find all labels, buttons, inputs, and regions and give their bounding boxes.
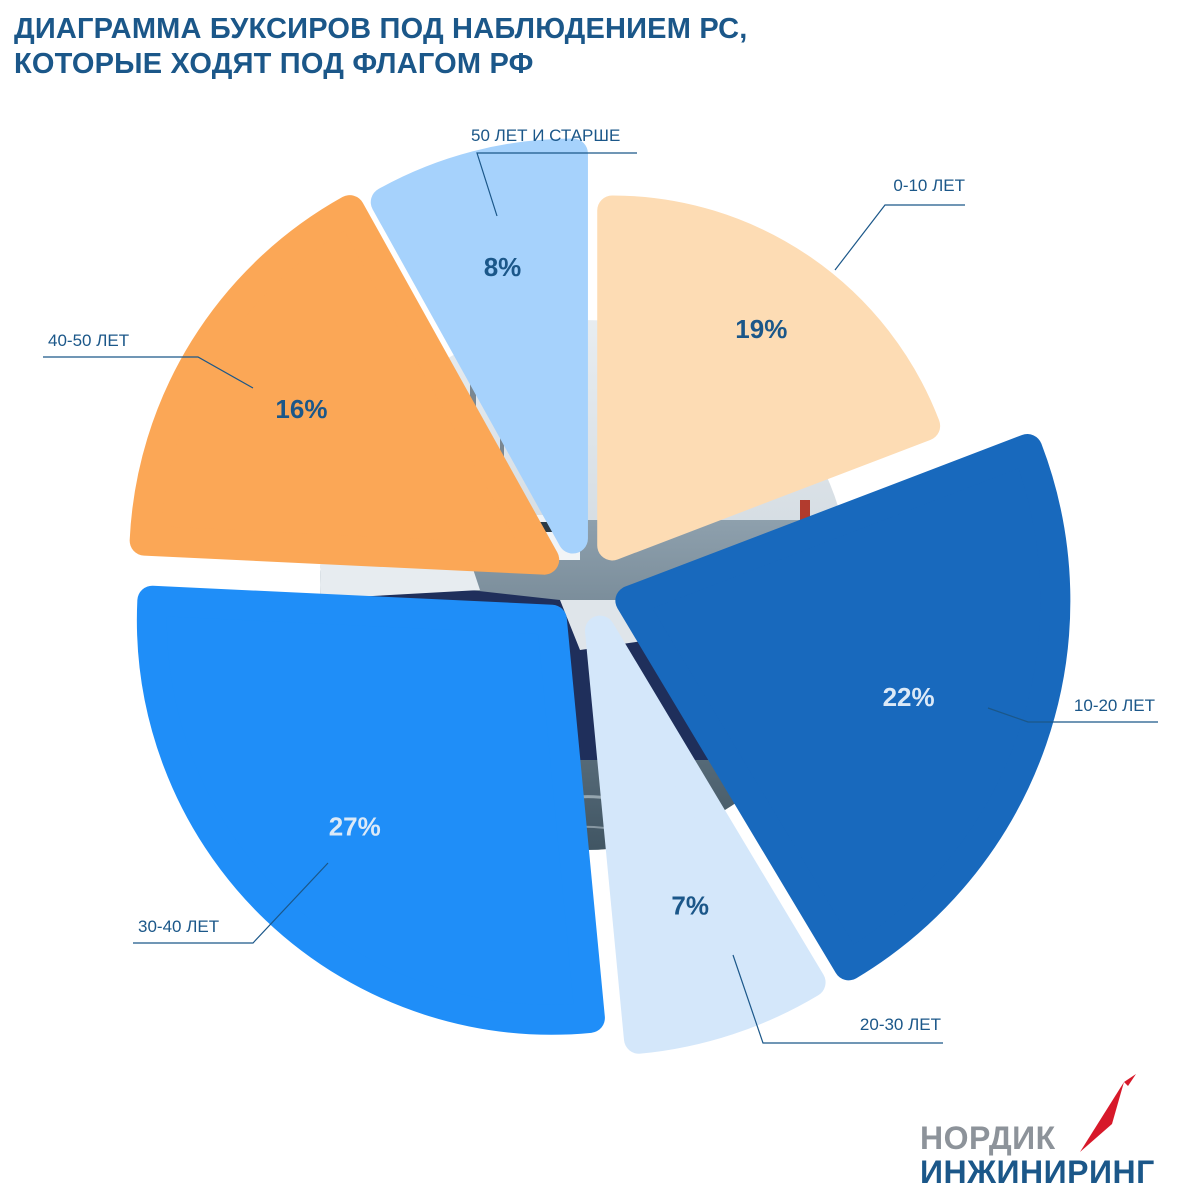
slice-value-label: 7% (671, 890, 709, 920)
slice-value-label: 19% (735, 314, 787, 344)
pie-slice (129, 195, 560, 575)
callout-label: 30-40 ЛЕТ (138, 917, 219, 936)
callout-label: 10-20 ЛЕТ (1074, 696, 1155, 715)
callout-line (834, 204, 965, 271)
pie-slice (584, 615, 826, 1054)
callout-line (732, 954, 943, 1044)
callout-lines (43, 152, 1158, 1044)
slice-value-label: 27% (329, 812, 381, 842)
company-logo: НОРДИК ИНЖИНИРИНГ (920, 1074, 1190, 1200)
slice-value-label: 22% (883, 682, 935, 712)
slice-value-label: 8% (484, 252, 522, 282)
value-labels: 19% 22% 7% 27% 16% 8% (275, 252, 934, 920)
logo-text-line-1: НОРДИК (920, 1120, 1056, 1156)
callout-label: 50 ЛЕТ И СТАРШЕ (471, 126, 620, 145)
callout-label: 40-50 ЛЕТ (48, 331, 129, 350)
callout-line (43, 356, 254, 389)
page-title: ДИАГРАММА БУКСИРОВ ПОД НАБЛЮДЕНИЕМ РС, К… (14, 12, 748, 82)
pie-slice (615, 434, 1071, 981)
logo-mark-icon (1080, 1074, 1136, 1152)
title-line-1: ДИАГРАММА БУКСИРОВ ПОД НАБЛЮДЕНИЕМ РС, (14, 13, 748, 45)
title-line-2: КОТОРЫЕ ХОДЯТ ПОД ФЛАГОМ РФ (14, 48, 534, 80)
pie-slice (597, 195, 941, 561)
callout-line (133, 862, 329, 944)
logo-text-line-2: ИНЖИНИРИНГ (920, 1154, 1155, 1190)
pie-slice (136, 585, 605, 1035)
callout-line (987, 707, 1158, 723)
callout-labels: 0-10 ЛЕТ 10-20 ЛЕТ 20-30 ЛЕТ 30-40 ЛЕТ 40-50… (48, 126, 1155, 1034)
pie-slices (129, 138, 1071, 1054)
slice-value-label: 16% (275, 394, 327, 424)
callout-line (476, 152, 637, 217)
callout-label: 20-30 ЛЕТ (860, 1015, 941, 1034)
pie-slice (370, 138, 588, 554)
callout-label: 0-10 ЛЕТ (893, 176, 965, 195)
